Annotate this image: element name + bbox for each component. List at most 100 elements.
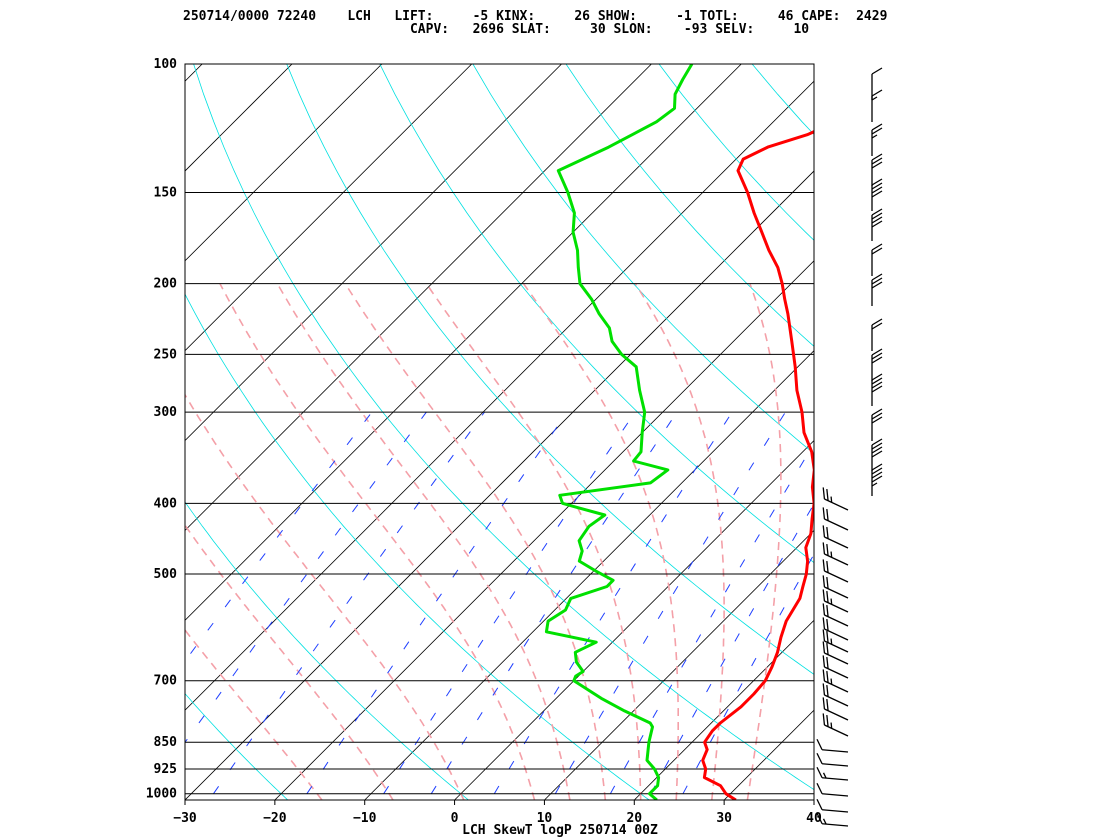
isotherm <box>185 64 293 172</box>
isobars <box>185 63 814 795</box>
moist-adiabat <box>522 283 679 800</box>
temperature-tick-labels: −30 −20 −10 0 10 20 30 40 <box>173 800 822 826</box>
mixing-ratio-line <box>554 411 786 794</box>
wind-barb <box>822 603 849 627</box>
dry-adiabat <box>472 64 814 455</box>
moist-adiabat <box>185 628 323 800</box>
moist-adiabat <box>425 283 642 800</box>
mixing-ratio-line <box>185 411 373 662</box>
dry-adiabat <box>379 64 814 564</box>
chart-title: LCH SkewT logP 250714 00Z <box>462 823 658 838</box>
wind-barb <box>816 798 849 813</box>
temperature-trace <box>701 130 814 800</box>
temperature-tick-label: −20 <box>263 811 287 826</box>
isotherm <box>0 64 22 800</box>
isotherm <box>185 64 562 442</box>
wind-barb <box>816 738 849 753</box>
isotherm <box>185 80 814 711</box>
header-line-2: CAPV: 2696 SLAT: 30 SLON: -93 SELV: 10 <box>183 22 810 37</box>
mixing-ratio-line <box>682 553 814 794</box>
pressure-tick-label: 250 <box>154 347 178 362</box>
isotherm <box>634 619 814 800</box>
isotherm <box>185 64 742 621</box>
wind-barb <box>822 617 849 641</box>
pressure-tick-label: 850 <box>154 735 178 750</box>
mixing-ratio-line <box>383 411 636 794</box>
dry-adiabat <box>286 64 814 675</box>
pressure-tick-label: 150 <box>154 185 178 200</box>
pressure-tick-label: 500 <box>154 567 178 582</box>
isotherm <box>904 64 1120 800</box>
wind-barb <box>822 683 849 707</box>
dry-adiabat <box>185 293 650 800</box>
wind-barb <box>816 782 849 797</box>
isotherm <box>364 350 814 800</box>
wind-barb <box>822 713 849 737</box>
isotherm <box>454 440 814 800</box>
pressure-tick-label: 300 <box>154 405 178 420</box>
wind-barb <box>871 273 883 306</box>
temperature-tick-label: 20 <box>626 811 642 826</box>
mixing-ratio-line <box>185 411 427 744</box>
wind-barb <box>871 348 883 381</box>
moist-adiabat <box>746 283 782 800</box>
wind-barb <box>822 641 849 665</box>
temperature-tick-label: 10 <box>537 811 553 826</box>
isotherm <box>813 799 814 800</box>
dry-adiabat <box>1031 64 1120 800</box>
isotherm <box>544 529 814 800</box>
wind-barb <box>822 669 849 693</box>
wind-barb <box>871 318 883 351</box>
wind-barb <box>822 655 849 679</box>
wind-barb <box>871 463 883 496</box>
wind-barb <box>871 408 883 441</box>
wind-barbs <box>816 67 883 827</box>
wind-barb <box>822 542 849 566</box>
wind-barb <box>871 178 883 211</box>
plot-border <box>184 63 815 801</box>
header-line-1: 250714/0000 72240 LCH LIFT: -5 KINX: 26 … <box>183 9 888 24</box>
moist-adiabat <box>185 393 465 800</box>
temperature-tick-label: 30 <box>716 811 732 826</box>
temperature-tick-label: −30 <box>173 811 197 826</box>
mixing-ratio-line <box>650 502 814 794</box>
mixing-ratio-line <box>609 442 814 794</box>
temperature-tick-label: 0 <box>451 811 459 826</box>
dry-adiabat <box>938 64 1120 800</box>
wind-barb <box>822 559 849 583</box>
wind-barb <box>816 752 849 767</box>
wind-barb <box>871 123 883 156</box>
dry-adiabat <box>0 64 107 800</box>
moist-adiabat <box>185 523 394 800</box>
isotherm <box>723 709 814 800</box>
sounding-header: 250714/0000 72240 LCH LIFT: -5 KINX: 26 … <box>0 0 1120 40</box>
mixing-ratio-line <box>430 411 678 794</box>
mixing-ratio-line <box>493 411 733 794</box>
isotherm <box>185 64 472 352</box>
wind-barb <box>816 766 849 781</box>
pressure-tick-label: 100 <box>154 57 178 72</box>
isotherm <box>0 64 112 800</box>
wind-barb <box>822 697 849 721</box>
isotherm <box>994 64 1120 800</box>
moist-adiabat <box>344 283 607 800</box>
wind-barb <box>822 507 849 531</box>
moist-adiabat <box>219 283 536 800</box>
profile-traces <box>544 64 814 800</box>
moist-adiabat <box>634 283 725 800</box>
wind-barb <box>871 373 883 406</box>
dry-adiabat <box>185 501 469 800</box>
pressure-tick-label: 400 <box>154 496 178 511</box>
wind-barb <box>871 438 883 471</box>
pressure-tick-label: 200 <box>154 277 178 292</box>
isotherm <box>185 64 203 82</box>
isotherm <box>185 64 383 262</box>
chart-grid <box>0 64 1120 800</box>
temperature-tick-label: −10 <box>353 811 377 826</box>
dry-adiabat <box>658 64 814 241</box>
wind-barb <box>871 153 883 186</box>
dry-adiabat <box>193 64 814 791</box>
wind-barb <box>822 575 849 599</box>
wind-barb <box>822 629 849 653</box>
pressure-tick-label: 700 <box>154 674 178 689</box>
